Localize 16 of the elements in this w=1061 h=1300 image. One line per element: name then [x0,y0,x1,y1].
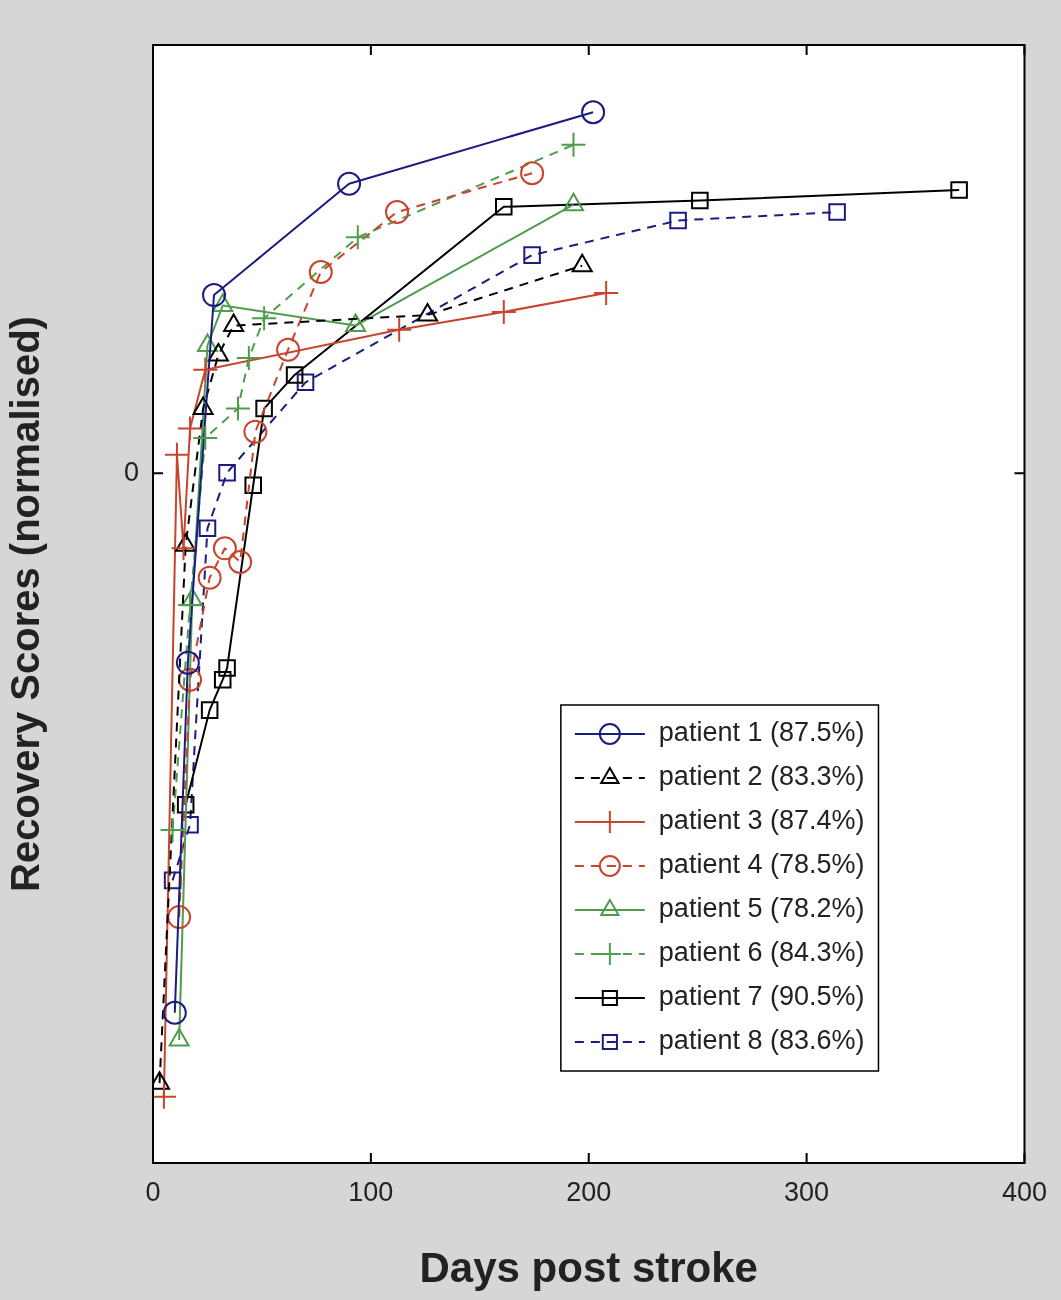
text: 0 [123,456,139,487]
x-tick-label: 0 [145,1176,161,1207]
x-tick-label: 400 [1001,1176,1048,1207]
x-tick-label: 200 [566,1176,612,1207]
x-tick-label: 100 [348,1176,394,1207]
legend-label: patient 7 (90.5%) [658,981,865,1012]
legend-label: patient 3 (87.4%) [658,805,865,836]
legend-label: patient 8 (83.6%) [658,1025,865,1056]
legend-label: patient 2 (83.3%) [658,761,865,792]
y-axis-title: Recovery Scores (normalised) [3,316,48,892]
legend-label: patient 1 (87.5%) [658,717,865,748]
legend-label: patient 4 (78.5%) [658,849,865,880]
x-tick-label: 300 [784,1176,830,1207]
legend-label: patient 6 (84.3%) [658,937,865,968]
x-axis-title: Days post stroke [419,1244,758,1292]
legend-label: patient 5 (78.2%) [658,893,865,924]
